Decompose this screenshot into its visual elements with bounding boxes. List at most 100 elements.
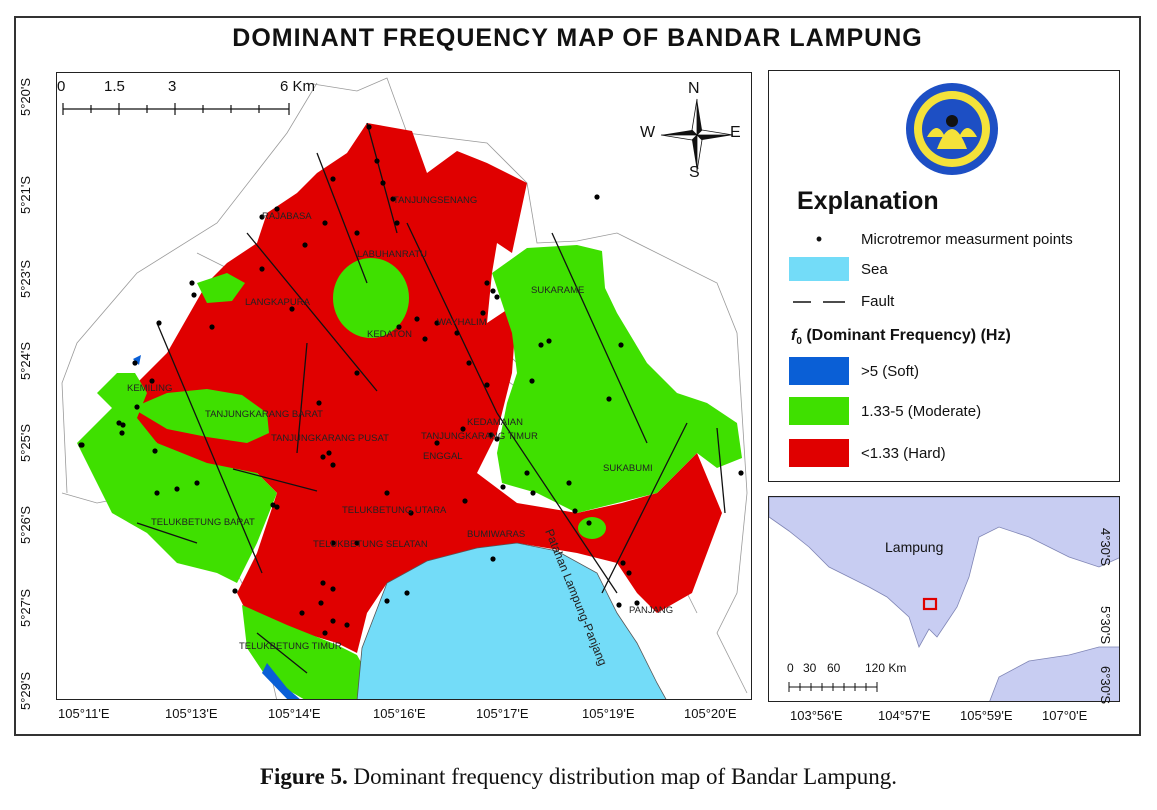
scale-label: 6 Km — [280, 78, 316, 95]
moderate-zone-nw — [197, 273, 245, 303]
lon-label: 105°19'E — [582, 706, 635, 721]
inset-lon-label: 104°57'E — [878, 708, 931, 723]
inset-province-label: Lampung — [885, 539, 944, 555]
moderate-zone-patch — [578, 517, 606, 539]
inset-land — [769, 497, 1119, 648]
compass-icon — [660, 98, 734, 172]
soft-zone — [262, 663, 300, 699]
inset-lat-label: 4°30'S — [1098, 528, 1113, 567]
inset-map[interactable]: Lampung 0 30 60 120 Km — [768, 496, 1120, 702]
scale-bar — [62, 103, 290, 115]
compass-e: E — [730, 124, 741, 141]
region-label: TELUKBETUNG BARAT — [151, 517, 255, 528]
inset-lon-label: 107°0'E — [1042, 708, 1088, 723]
moderate-zone-east — [492, 245, 742, 513]
region-label: ENGGAL — [423, 451, 463, 462]
inset-lon-label: 105°59'E — [960, 708, 1013, 723]
legend-soft-label: >5 (Soft) — [861, 362, 919, 380]
moderate-zone-kemiling — [97, 373, 147, 418]
compass-s: S — [689, 164, 700, 181]
lon-label: 105°20'E — [684, 706, 737, 721]
caption-text: Dominant frequency distribution map of B… — [347, 764, 898, 789]
region-label: SUKABUMI — [603, 463, 653, 474]
region-label: WAYHALIM — [437, 317, 487, 328]
scale-label: 0 — [57, 78, 66, 95]
region-label: TANJUNGKARANG PUSAT — [271, 433, 389, 444]
lat-label: 5°21'S — [18, 175, 33, 214]
measurement-points — [78, 124, 744, 636]
fault-lines — [136, 122, 726, 674]
moderate-zone-west2 — [132, 389, 269, 443]
study-area-marker — [922, 597, 938, 611]
region-label: TELUKBETUNG UTARA — [342, 505, 447, 516]
inset-scale-label: 120 Km — [865, 661, 907, 675]
lat-label: 5°27'S — [18, 588, 33, 627]
lon-label: 105°17'E — [476, 706, 529, 721]
inset-lon-label: 103°56'E — [790, 708, 843, 723]
region-label: KEMILING — [127, 383, 172, 394]
university-logo-icon — [906, 83, 998, 175]
region-label: BUMIWARAS — [467, 529, 525, 540]
legend-row-hard: <1.33 (Hard) — [789, 439, 946, 467]
lat-label: 5°20'S — [18, 77, 33, 116]
legend-row-fault: Fault — [789, 293, 894, 310]
frequency-subscript: 0 — [796, 336, 802, 348]
moderate-swatch — [789, 397, 849, 425]
soft-zone-nw — [133, 355, 141, 365]
lat-label: 5°25'S — [18, 423, 33, 462]
legend-heading: Explanation — [797, 187, 939, 215]
region-label: KEDAMAIAN — [467, 417, 523, 428]
scale-label: 1.5 — [104, 78, 125, 95]
region-label: LANGKAPURA — [245, 297, 311, 308]
region-label: TANJUNGKARANG BARAT — [205, 409, 323, 420]
lon-label: 105°16'E — [373, 706, 426, 721]
inset-land-south — [989, 646, 1119, 701]
moderate-zone-kedaton — [333, 258, 409, 338]
hard-swatch — [789, 439, 849, 467]
point-symbol-icon: • — [815, 229, 823, 249]
region-label: TANJUNGKARANG TIMUR — [421, 431, 538, 442]
region-label: SUKARAME — [531, 285, 584, 296]
moderate-zone-west — [77, 403, 277, 583]
compass-w: W — [640, 124, 656, 141]
caption-label: Figure 5. — [259, 764, 348, 789]
lon-label: 105°14'E — [268, 706, 321, 721]
legend-row-sea: Sea — [789, 257, 888, 281]
inset-lat-label: 5°30'S — [1098, 606, 1113, 645]
sea-swatch — [789, 257, 849, 281]
lat-label: 5°23'S — [18, 259, 33, 298]
legend-moderate-label: 1.33-5 (Moderate) — [861, 402, 982, 420]
region-label: KEDATON — [367, 329, 412, 340]
main-map[interactable]: TANJUNGSENANG RAJABASA LABUHANRATU LANGK… — [56, 72, 752, 700]
legend-panel: Explanation • Microtremor measurment poi… — [768, 70, 1120, 482]
compass-n: N — [688, 80, 700, 97]
region-label: TELUKBETUNG SELATAN — [313, 539, 428, 550]
region-label: PANJANG — [629, 605, 673, 616]
inset-scale-bar — [788, 682, 878, 692]
legend-row-points: • Microtremor measurment points — [789, 229, 1073, 250]
lat-label: 5°26'S — [18, 505, 33, 544]
inset-scale-label: 60 — [827, 661, 841, 675]
lat-label: 5°24'S — [18, 341, 33, 380]
lon-label: 105°11'E — [58, 706, 110, 721]
map-canvas: TANJUNGSENANG RAJABASA LABUHANRATU LANGK… — [61, 77, 748, 699]
inset-scale-label: 0 — [787, 661, 794, 675]
legend-hard-label: <1.33 (Hard) — [861, 444, 946, 462]
legend-points-label: Microtremor measurment points — [861, 231, 1073, 248]
frequency-heading: f0 (Dominant Frequency) (Hz) — [791, 327, 1011, 347]
legend-fault-label: Fault — [861, 293, 895, 310]
region-label: RAJABASA — [262, 211, 312, 222]
region-label: LABUHANRATU — [357, 249, 427, 260]
frequency-symbol: f — [791, 327, 797, 344]
lat-label: 5°29'S — [18, 671, 33, 710]
lon-label: 105°13'E — [165, 706, 218, 721]
legend-row-moderate: 1.33-5 (Moderate) — [789, 397, 981, 425]
region-label: TANJUNGSENANG — [393, 195, 477, 206]
sea — [356, 542, 667, 699]
figure-caption: Figure 5. Dominant frequency distributio… — [0, 764, 1157, 790]
legend-row-soft: >5 (Soft) — [789, 357, 919, 385]
scale-label: 3 — [168, 78, 177, 95]
fault-symbol-icon — [793, 300, 845, 303]
map-title: DOMINANT FREQUENCY MAP OF BANDAR LAMPUNG — [232, 24, 923, 52]
hard-zone — [117, 123, 722, 653]
